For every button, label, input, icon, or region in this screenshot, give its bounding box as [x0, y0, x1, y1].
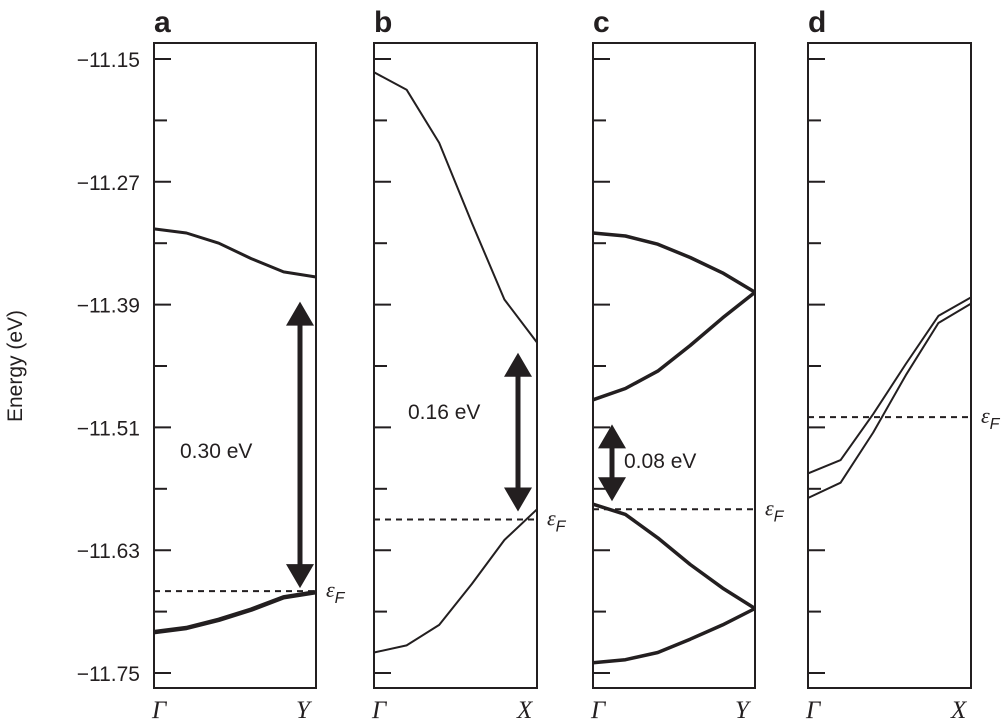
band-line — [592, 231, 756, 294]
band-line — [807, 296, 972, 475]
band-line — [153, 589, 317, 635]
y-tick-label: −11.15 — [77, 49, 140, 72]
panel-label: b — [374, 6, 392, 39]
gap-arrow — [504, 352, 532, 512]
fermi-label: εF — [547, 506, 567, 536]
x-tick-label: Γ — [371, 697, 388, 724]
panel-a: a εF Γ Y 0.30 eV — [151, 6, 346, 724]
panel-c: c εF Γ Y 0.08 eV — [590, 6, 785, 724]
gap-arrow — [598, 424, 626, 502]
y-tick-label: −11.39 — [77, 295, 140, 318]
y-tick-label: −11.27 — [77, 172, 140, 195]
gap-label: 0.30 eV — [180, 440, 252, 463]
x-tick-label: Y — [735, 697, 752, 724]
fermi-label: εF — [765, 495, 785, 525]
panels: a εF Γ Y 0.30 eV b εF Γ X 0.16 eV c εF Γ Y 0.08 eV d εF Γ… — [151, 6, 1001, 724]
y-tick-labels: −11.15 −11.27 −11.39 −11.51 −11.63 −11.75 — [77, 49, 140, 686]
x-tick-label: X — [516, 697, 534, 724]
x-tick-label: X — [950, 697, 968, 724]
band-line — [807, 302, 972, 499]
gap-label: 0.08 eV — [624, 450, 696, 473]
y-tick-label: −11.75 — [77, 663, 140, 686]
gap-label: 0.16 eV — [408, 401, 480, 424]
x-tick-label: Γ — [151, 697, 168, 724]
x-tick-label: Γ — [805, 697, 822, 724]
plot-frame — [807, 42, 972, 689]
panel-label: a — [154, 6, 171, 39]
panel-b: b εF Γ X 0.16 eV — [371, 6, 567, 724]
band-line — [592, 606, 756, 665]
band-line — [373, 71, 538, 344]
x-tick-label: Γ — [590, 697, 607, 724]
x-tick-label: Y — [296, 697, 313, 724]
gap-arrow — [286, 301, 314, 589]
panel-label: d — [808, 6, 826, 39]
y-axis-label: Energy (eV) — [4, 310, 27, 422]
band-line — [592, 290, 757, 402]
fermi-label: εF — [326, 577, 346, 607]
y-tick-label: −11.51 — [77, 417, 140, 440]
fermi-label: εF — [981, 403, 1001, 433]
band-line — [592, 502, 756, 610]
panel-d: d εF Γ X — [805, 6, 1001, 724]
y-tick-label: −11.63 — [77, 540, 140, 563]
panel-label: c — [593, 6, 610, 39]
band-line — [373, 508, 538, 654]
band-line — [153, 227, 317, 279]
